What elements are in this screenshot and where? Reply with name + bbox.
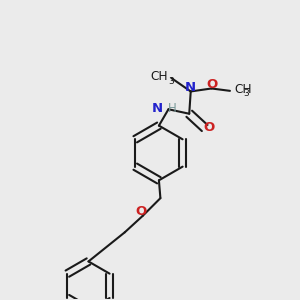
Text: CH: CH (150, 70, 168, 83)
Text: O: O (206, 78, 218, 91)
Text: CH: CH (234, 83, 252, 96)
Text: 3: 3 (168, 76, 174, 85)
Text: N: N (152, 102, 163, 115)
Text: 3: 3 (243, 89, 249, 98)
Text: O: O (136, 205, 147, 218)
Text: N: N (185, 81, 196, 94)
Text: O: O (203, 121, 214, 134)
Text: H: H (167, 102, 176, 115)
